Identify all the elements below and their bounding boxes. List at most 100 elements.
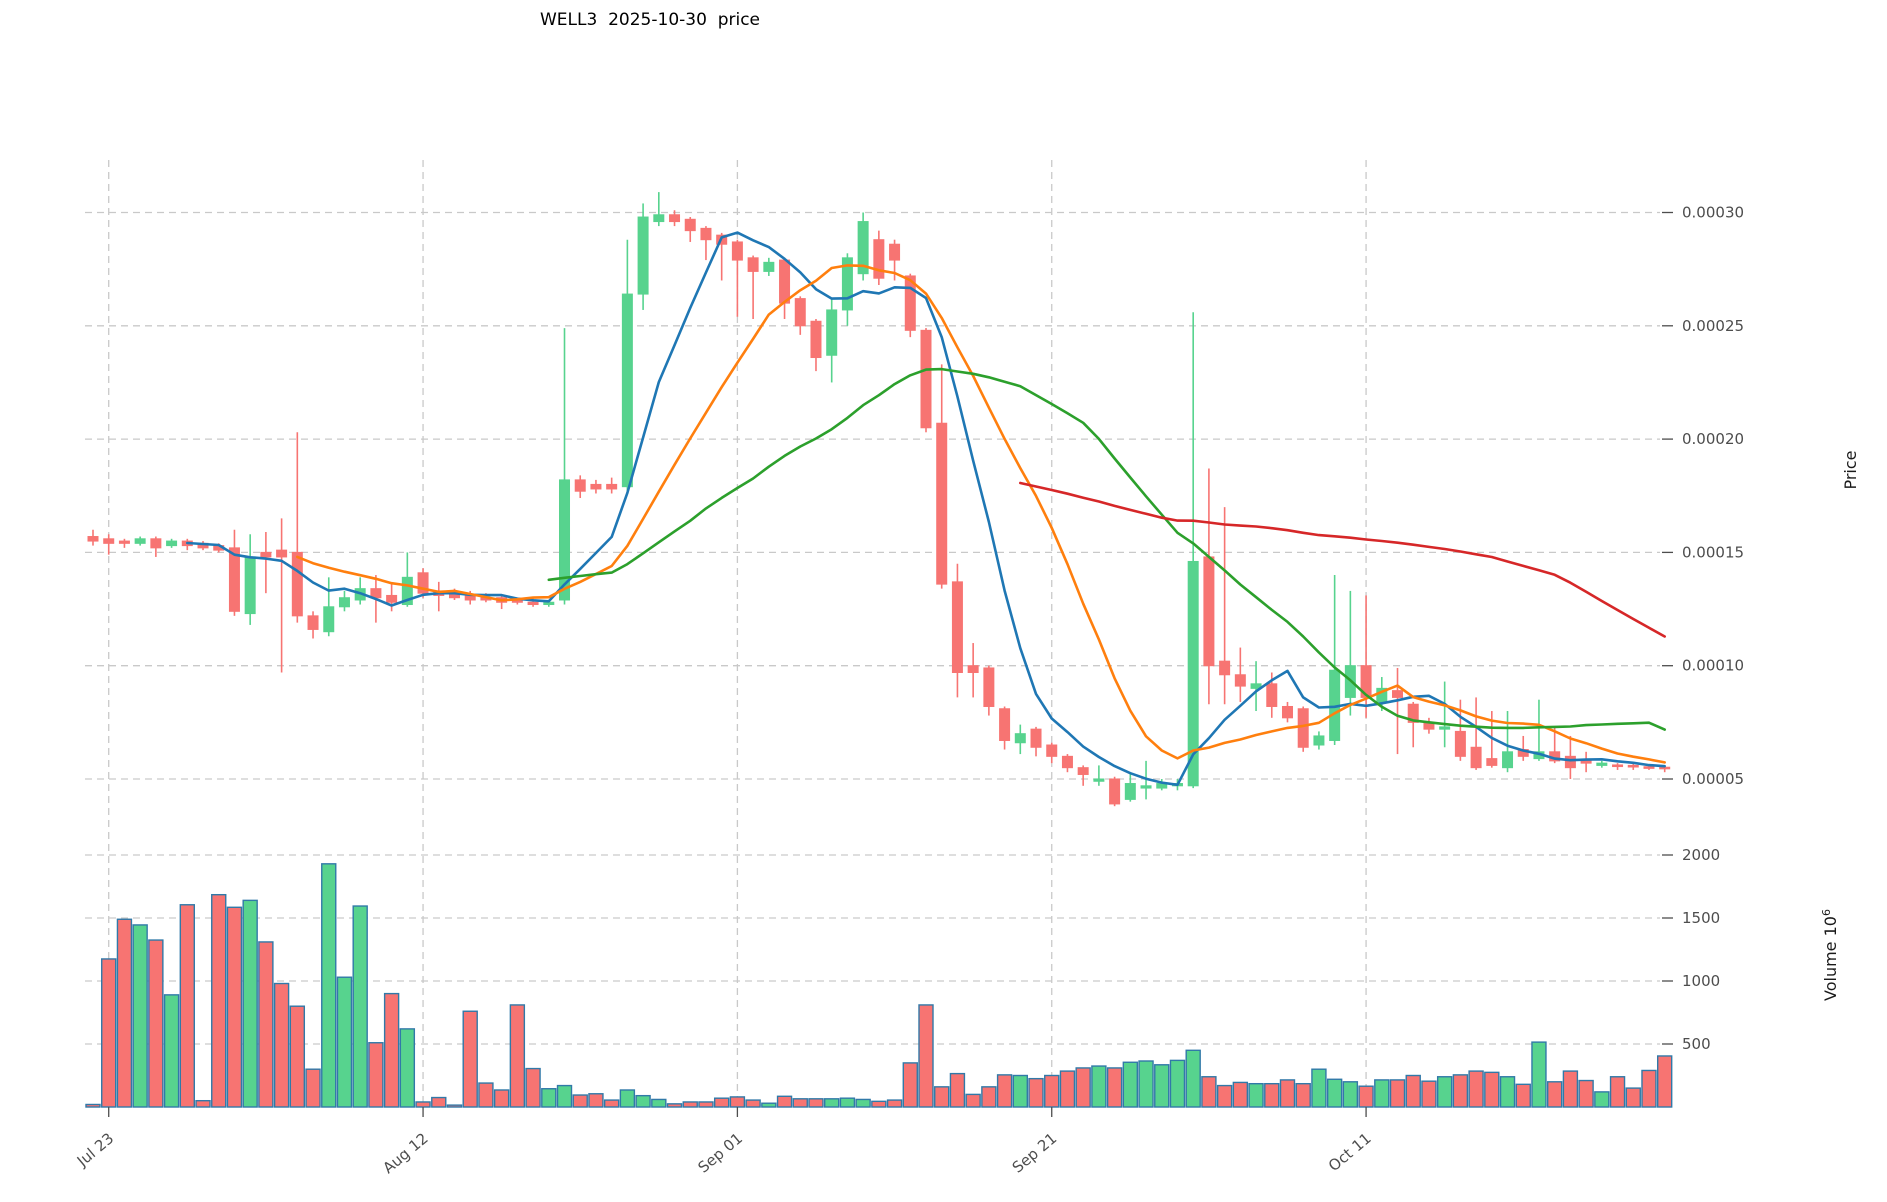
candle-body: [401, 576, 413, 606]
volume-bar: [666, 1103, 683, 1108]
candle-body: [307, 615, 319, 630]
candle-body: [841, 257, 853, 311]
volume-bar: [855, 1098, 871, 1108]
volume-bar: [305, 1068, 321, 1108]
candle-body: [1219, 660, 1231, 676]
candle-body: [684, 218, 696, 232]
volume-bar: [682, 1101, 698, 1108]
volume-bar: [1421, 1080, 1437, 1108]
candle-body: [574, 479, 586, 492]
candle-body: [967, 665, 979, 673]
candle-body: [653, 214, 665, 223]
volume-bar: [1154, 1064, 1170, 1108]
candle-body: [244, 556, 256, 615]
volume-bar: [1264, 1082, 1280, 1108]
volume-bar: [116, 918, 133, 1108]
candle-body: [920, 329, 932, 429]
ma-line-14: [295, 264, 1666, 764]
date-tick-label: Aug 12: [379, 1129, 431, 1177]
volume-bar: [1484, 1071, 1500, 1108]
volume-tick-label: 1000: [1682, 972, 1720, 990]
volume-bar: [949, 1072, 966, 1108]
date-tick-label: Jul 23: [73, 1129, 117, 1170]
candle-body: [103, 538, 115, 544]
candle-body: [527, 601, 539, 606]
volume-tick-label: 2000: [1682, 846, 1720, 864]
candle-body: [747, 257, 759, 272]
price-gridlines: [85, 211, 1660, 780]
volume-bar: [918, 1004, 934, 1108]
candle-body: [669, 214, 681, 223]
volume-bar: [1436, 1076, 1453, 1108]
candle-body: [1109, 778, 1121, 805]
volume-bar: [635, 1094, 651, 1108]
candle-body: [1014, 733, 1026, 744]
volume-bar: [713, 1097, 730, 1108]
candlesticks: [87, 192, 1671, 807]
volume-bar: [446, 1104, 463, 1108]
ma-line-60: [1018, 481, 1666, 638]
volume-bar: [368, 1042, 384, 1108]
candle-body: [1046, 744, 1058, 757]
candle-body: [1643, 766, 1655, 769]
volume-bar: [745, 1099, 761, 1108]
volume-bar: [509, 1004, 526, 1108]
price-tick-label: 0.00025: [1682, 317, 1744, 335]
candle-body: [590, 483, 602, 490]
price-tick-label: 0.00015: [1682, 543, 1744, 561]
candle-body: [1454, 730, 1466, 757]
candle-body: [810, 320, 822, 359]
date-tick-label: Oct 11: [1325, 1129, 1375, 1175]
volume-bar: [572, 1094, 588, 1108]
volume-bar: [1374, 1079, 1390, 1108]
candle-body: [1061, 755, 1073, 769]
price-tick-label: 0.00030: [1682, 204, 1744, 222]
volume-bar: [1106, 1067, 1123, 1108]
volume-bar: [698, 1101, 714, 1108]
candle-body: [1470, 746, 1482, 769]
candle-body: [873, 239, 885, 279]
candle-body: [1077, 767, 1089, 775]
volume-bar: [211, 893, 227, 1108]
volume-tick-label: 500: [1682, 1035, 1711, 1053]
candle-body: [621, 293, 633, 488]
volume-bar: [541, 1088, 557, 1108]
candle-body: [637, 216, 649, 295]
volume-bar: [1452, 1074, 1469, 1108]
volume-bar: [242, 899, 258, 1108]
date-tick-label: Sep 21: [1009, 1129, 1061, 1176]
volume-bar: [761, 1102, 777, 1108]
volume-bar: [965, 1093, 981, 1108]
candle-body: [1439, 726, 1451, 730]
volume-bar: [1028, 1077, 1044, 1108]
candle-body: [1203, 556, 1215, 667]
candle-body: [417, 572, 429, 594]
candle-body: [1486, 758, 1498, 766]
volume-bar: [478, 1082, 494, 1108]
volume-bar: [493, 1089, 510, 1108]
candle-body: [1281, 705, 1293, 719]
price-axis-label: Price: [1841, 450, 1860, 489]
volume-bar: [1122, 1061, 1139, 1108]
candle-body: [606, 483, 618, 490]
candle-body: [150, 538, 162, 549]
volume-bar: [1358, 1085, 1374, 1108]
volume-bar: [336, 976, 353, 1108]
candle-body: [857, 221, 869, 275]
candle-body: [228, 547, 240, 612]
volume-bar: [839, 1097, 856, 1108]
candle-body: [1392, 690, 1404, 698]
candle-body: [1502, 751, 1514, 769]
volume-bar: [163, 994, 180, 1108]
candle-body: [291, 551, 303, 617]
candle-body: [1266, 683, 1278, 707]
candle-body: [1627, 764, 1639, 768]
chart-title: WELL3 2025-10-30 price: [539, 10, 761, 30]
candle-body: [700, 227, 712, 241]
candle-body: [118, 540, 130, 544]
volume-bar: [1578, 1079, 1594, 1108]
volume-bar: [1216, 1084, 1233, 1108]
candle-body: [323, 606, 335, 633]
volume-bar: [792, 1098, 808, 1108]
volume-bar: [588, 1093, 604, 1108]
